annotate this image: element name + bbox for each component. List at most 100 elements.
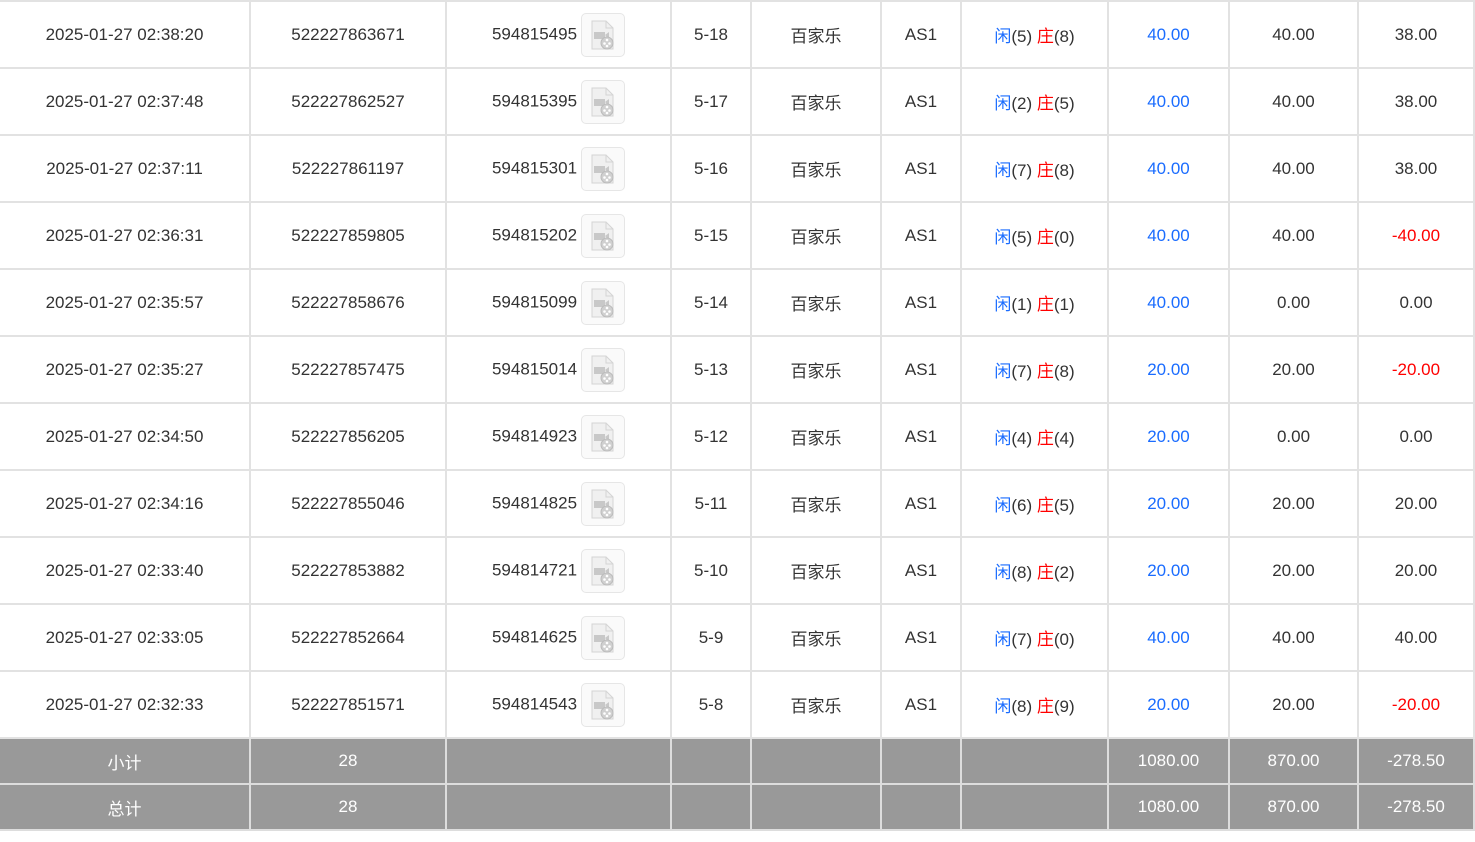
banker-label: 庄	[1036, 295, 1054, 314]
banker-label: 庄	[1036, 496, 1054, 515]
bet-time: 2025-01-27 02:33:05	[0, 603, 251, 672]
video-file-icon[interactable]	[581, 615, 626, 660]
video-file-icon[interactable]	[581, 414, 626, 459]
win-loss: -20.00	[1357, 335, 1475, 404]
table-name: AS1	[880, 469, 962, 538]
game-name: 百家乐	[750, 201, 882, 270]
order-id: 522227851571	[249, 670, 447, 739]
game-name: 百家乐	[750, 536, 882, 605]
round-cell: 594815301	[445, 134, 672, 203]
subtotal-label: 小计	[0, 737, 251, 785]
table-name: AS1	[880, 536, 962, 605]
bet-time: 2025-01-27 02:34:16	[0, 469, 251, 538]
video-file-icon[interactable]	[581, 481, 626, 526]
win-loss: -40.00	[1357, 201, 1475, 270]
video-file-icon[interactable]	[581, 548, 626, 593]
banker-points: (8)	[1053, 362, 1075, 381]
round-id: 594814625	[491, 626, 578, 646]
table-row: 2025-01-27 02:37:11 522227861197 594815301…	[0, 134, 1475, 203]
shoe-round: 5-12	[670, 402, 752, 471]
round-cell: 594814625	[445, 603, 672, 672]
game-name: 百家乐	[750, 469, 882, 538]
valid-bet: 40.00	[1228, 67, 1359, 136]
video-file-icon[interactable]	[581, 146, 626, 191]
video-file-icon[interactable]	[581, 682, 626, 727]
video-file-icon[interactable]	[581, 12, 626, 57]
bet-amount: 20.00	[1107, 536, 1230, 605]
bet-time: 2025-01-27 02:37:11	[0, 134, 251, 203]
bet-amount: 20.00	[1107, 670, 1230, 739]
total-label: 总计	[0, 783, 251, 831]
banker-label: 庄	[1036, 27, 1054, 46]
order-id: 522227856205	[249, 402, 447, 471]
round-id: 594814825	[491, 492, 578, 512]
subtotal-win: -278.50	[1357, 737, 1475, 785]
table-name: AS1	[880, 402, 962, 471]
banker-points: (1)	[1053, 295, 1075, 314]
result: 闲(2) 庄(5)	[960, 67, 1109, 136]
table-name: AS1	[880, 0, 962, 69]
banker-label: 庄	[1036, 161, 1054, 180]
bet-time: 2025-01-27 02:37:48	[0, 67, 251, 136]
banker-label: 庄	[1036, 362, 1054, 381]
result: 闲(7) 庄(8)	[960, 134, 1109, 203]
video-file-icon[interactable]	[581, 280, 626, 325]
result: 闲(8) 庄(9)	[960, 670, 1109, 739]
result: 闲(6) 庄(5)	[960, 469, 1109, 538]
shoe-round: 5-11	[670, 469, 752, 538]
table-row: 2025-01-27 02:33:05 522227852664 594814625…	[0, 603, 1475, 672]
player-label: 闲	[994, 630, 1012, 649]
round-id: 594815301	[491, 157, 578, 177]
player-points: (1)	[1011, 295, 1033, 314]
bet-time: 2025-01-27 02:32:33	[0, 670, 251, 739]
player-label: 闲	[994, 295, 1012, 314]
game-name: 百家乐	[750, 335, 882, 404]
table-row: 2025-01-27 02:36:31 522227859805 594815202…	[0, 201, 1475, 270]
round-id: 594815395	[491, 90, 578, 110]
player-points: (7)	[1011, 161, 1033, 180]
player-label: 闲	[994, 563, 1012, 582]
table-name: AS1	[880, 268, 962, 337]
total-bet: 1080.00	[1107, 783, 1230, 831]
bet-time: 2025-01-27 02:36:31	[0, 201, 251, 270]
video-file-icon[interactable]	[581, 347, 626, 392]
order-id: 522227859805	[249, 201, 447, 270]
result: 闲(8) 庄(2)	[960, 536, 1109, 605]
bet-amount: 20.00	[1107, 469, 1230, 538]
video-file-icon[interactable]	[581, 79, 626, 124]
order-id: 522227853882	[249, 536, 447, 605]
game-name: 百家乐	[750, 268, 882, 337]
player-points: (4)	[1011, 429, 1033, 448]
banker-points: (8)	[1053, 27, 1075, 46]
player-label: 闲	[994, 362, 1012, 381]
order-id: 522227852664	[249, 603, 447, 672]
shoe-round: 5-8	[670, 670, 752, 739]
game-name: 百家乐	[750, 134, 882, 203]
table-row: 2025-01-27 02:32:33 522227851571 594814543…	[0, 670, 1475, 739]
round-cell: 594814825	[445, 469, 672, 538]
valid-bet: 40.00	[1228, 134, 1359, 203]
round-cell: 594815202	[445, 201, 672, 270]
win-loss: 38.00	[1357, 134, 1475, 203]
total-valid: 870.00	[1228, 783, 1359, 831]
order-id: 522227862527	[249, 67, 447, 136]
table-row: 2025-01-27 02:34:50 522227856205 594814923…	[0, 402, 1475, 471]
bet-time: 2025-01-27 02:34:50	[0, 402, 251, 471]
video-file-icon[interactable]	[581, 213, 626, 258]
player-points: (5)	[1011, 228, 1033, 247]
bet-amount: 20.00	[1107, 335, 1230, 404]
round-cell: 594815395	[445, 67, 672, 136]
win-loss: 20.00	[1357, 469, 1475, 538]
table-name: AS1	[880, 134, 962, 203]
subtotal-count: 28	[249, 737, 447, 785]
player-label: 闲	[994, 429, 1012, 448]
shoe-round: 5-14	[670, 268, 752, 337]
banker-points: (2)	[1053, 563, 1075, 582]
banker-label: 庄	[1036, 429, 1054, 448]
win-loss: -20.00	[1357, 670, 1475, 739]
round-cell: 594815495	[445, 0, 672, 69]
bet-amount: 20.00	[1107, 402, 1230, 471]
player-label: 闲	[994, 94, 1012, 113]
shoe-round: 5-9	[670, 603, 752, 672]
round-id: 594815495	[491, 23, 578, 43]
